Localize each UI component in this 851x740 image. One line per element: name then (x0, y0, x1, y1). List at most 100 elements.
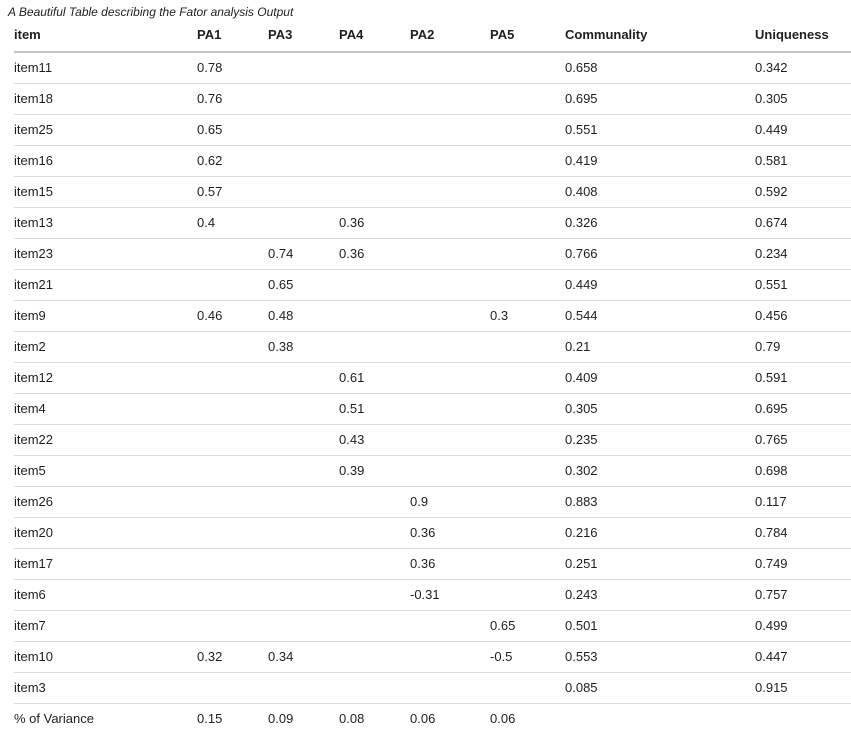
factor-analysis-table: item PA1 PA3 PA4 PA2 PA5 Communality Uniqueness… (14, 22, 851, 734)
cell-pa4 (339, 548, 410, 580)
cell-pa4 (339, 672, 410, 704)
table-row: item4 0.51 0.305 0.695 (14, 393, 851, 425)
cell-pa5 (490, 331, 565, 363)
cell-communality: 0.251 (565, 548, 755, 580)
cell-pa4 (339, 269, 410, 301)
cell-pa5: 0.06 (490, 711, 516, 726)
cell-pa4 (339, 114, 410, 146)
cell-pa2 (410, 238, 490, 270)
cell-pa3 (268, 52, 339, 84)
cell-pa5 (490, 424, 565, 456)
cell-pa3: 0.09 (268, 711, 294, 726)
cell-pa1: 0.32 (197, 641, 268, 673)
cell-uniqueness: 0.117 (755, 486, 851, 518)
table-row: item23 0.74 0.36 0.766 0.234 (14, 238, 851, 270)
cell-pa3 (268, 486, 339, 518)
cell-pa1 (197, 517, 268, 549)
cell-communality: 0.085 (565, 672, 755, 704)
cell-uniqueness: 0.581 (755, 145, 851, 177)
cell-communality: 0.216 (565, 517, 755, 549)
cell-pa4: 0.36 (339, 238, 410, 270)
cell-pa1: 0.65 (197, 114, 268, 146)
cell-pa1: 0.76 (197, 83, 268, 115)
cell-pa5 (490, 176, 565, 208)
cell-pa2 (410, 610, 490, 642)
cell-pa3 (268, 176, 339, 208)
cell-uniqueness: 0.698 (755, 455, 851, 487)
cell-communality: 0.21 (565, 331, 755, 363)
cell-pa4 (339, 52, 410, 84)
cell-pa3 (268, 548, 339, 580)
cell-pa3 (268, 455, 339, 487)
cell-pa5 (490, 269, 565, 301)
cell-pa1 (197, 579, 268, 611)
cell-pa3 (268, 579, 339, 611)
cell-pa2 (410, 455, 490, 487)
cell-pa3 (268, 610, 339, 642)
cell-pa5 (490, 83, 565, 115)
row-label: item16 (14, 145, 197, 177)
column-header-pa4: PA4 (339, 22, 410, 53)
cell-uniqueness: 0.79 (755, 331, 851, 363)
cell-uniqueness: 0.234 (755, 238, 851, 270)
cell-communality: 0.695 (565, 83, 755, 115)
cell-communality: 0.501 (565, 610, 755, 642)
cell-pa3: 0.65 (268, 269, 339, 301)
cell-pa2: 0.06 (410, 711, 436, 726)
cell-pa1 (197, 548, 268, 580)
row-label: item9 (14, 300, 197, 332)
table-row: % of Variance 0.15 0.09 0.08 0.06 0.06 (14, 704, 851, 735)
table-row: item26 0.9 0.883 0.117 (14, 486, 851, 518)
cell-communality: 0.766 (565, 238, 755, 270)
cell-pa1 (197, 362, 268, 394)
cell-uniqueness: 0.784 (755, 517, 851, 549)
cell-uniqueness: 0.757 (755, 579, 851, 611)
cell-communality: 0.408 (565, 176, 755, 208)
row-label: item15 (14, 176, 197, 208)
cell-pa4 (339, 83, 410, 115)
cell-uniqueness: 0.456 (755, 300, 851, 332)
row-label: item11 (14, 52, 197, 84)
table-row: item21 0.65 0.449 0.551 (14, 269, 851, 301)
cell-pa5 (490, 52, 565, 84)
cell-pa4 (339, 610, 410, 642)
table-row: item9 0.46 0.48 0.3 0.544 0.456 (14, 300, 851, 332)
cell-pa5 (490, 145, 565, 177)
cell-uniqueness: 0.695 (755, 393, 851, 425)
cell-pa3 (268, 114, 339, 146)
cell-pa4 (339, 300, 410, 332)
cell-pa2 (410, 114, 490, 146)
cell-pa4 (339, 176, 410, 208)
row-label: item20 (14, 517, 197, 549)
cell-communality: 0.553 (565, 641, 755, 673)
cell-uniqueness (755, 704, 851, 735)
cell-communality: 0.305 (565, 393, 755, 425)
cell-pa5 (490, 362, 565, 394)
cell-pa4: 0.08 (339, 711, 365, 726)
cell-pa2: 0.36 (410, 548, 490, 580)
cell-pa3: 0.74 (268, 238, 339, 270)
row-label: item18 (14, 83, 197, 115)
table-row: item7 0.65 0.501 0.499 (14, 610, 851, 642)
cell-pa4 (339, 486, 410, 518)
table-row: item18 0.76 0.695 0.305 (14, 83, 851, 115)
cell-uniqueness: 0.499 (755, 610, 851, 642)
cell-pa1 (197, 610, 268, 642)
cell-pa2 (410, 331, 490, 363)
cell-communality: 0.544 (565, 300, 755, 332)
cell-pa2 (410, 672, 490, 704)
cell-communality: 0.551 (565, 114, 755, 146)
column-header-pa1: PA1 (197, 22, 268, 53)
row-label: item13 (14, 207, 197, 239)
table-header: item PA1 PA3 PA4 PA2 PA5 Communality Uniqueness (14, 22, 851, 53)
table-title: A Beautiful Table describing the Fator a… (8, 5, 294, 19)
cell-pa4 (339, 517, 410, 549)
cell-pa2 (410, 176, 490, 208)
row-label: item2 (14, 331, 197, 363)
cell-pa4: 0.39 (339, 455, 410, 487)
cell-pa2 (410, 424, 490, 456)
table-row: item6 -0.31 0.243 0.757 (14, 579, 851, 611)
cell-pa1 (197, 486, 268, 518)
cell-pa4 (339, 145, 410, 177)
cell-pa3: 0.38 (268, 331, 339, 363)
